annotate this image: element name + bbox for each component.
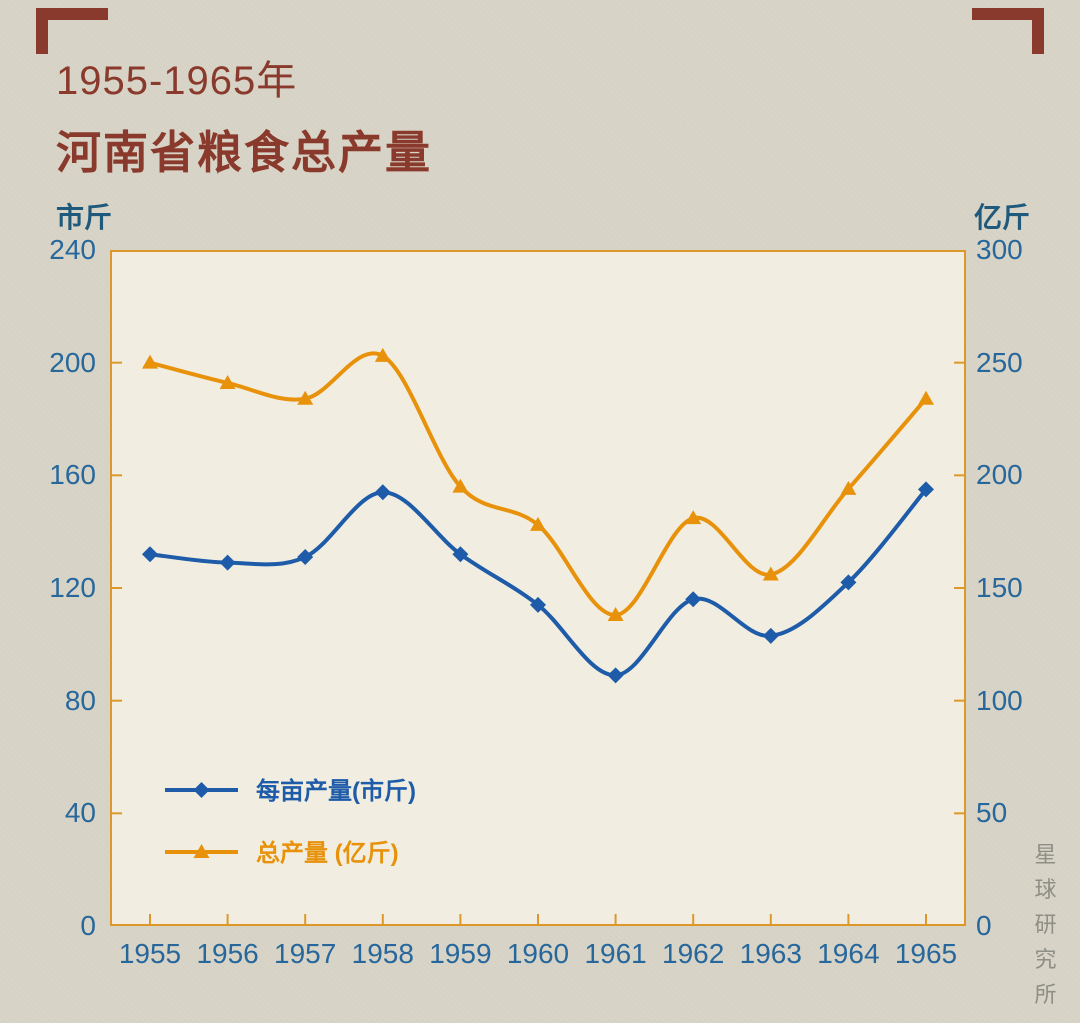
axis-tick-label: 200: [49, 346, 96, 378]
left-axis-unit-label: 市斤: [56, 202, 113, 233]
data-point-marker: [530, 516, 546, 531]
data-point-marker: [219, 554, 236, 571]
frame-corner-left: [36, 8, 108, 54]
axis-tick-label: 1958: [351, 938, 414, 969]
axis-tick-label: 1965: [894, 938, 958, 969]
data-point-marker: [297, 390, 314, 405]
axis-tick-label: 1963: [739, 938, 802, 969]
data-point-marker: [374, 484, 391, 501]
axis-tick-label: 1962: [662, 938, 725, 969]
data-point-marker: [918, 390, 934, 405]
data-point-marker: [142, 546, 158, 563]
right-axis-unit-label: 亿斤: [974, 202, 1031, 233]
data-point-marker: [685, 510, 702, 525]
axis-tick-label: 1959: [429, 938, 492, 969]
data-point-marker: [142, 354, 158, 369]
data-point-marker: [452, 546, 469, 563]
axis-tick-label: 40: [64, 797, 96, 829]
data-point-marker: [530, 596, 546, 613]
axis-tick-label: 150: [976, 572, 1023, 603]
axis-tick-label: 1960: [506, 938, 570, 969]
data-point-marker: [607, 607, 624, 622]
axis-tick-label: 240: [49, 234, 96, 265]
axis-tick-label: 0: [80, 910, 96, 941]
axis-tick-label: 250: [976, 346, 1023, 378]
axis-tick-label: 120: [49, 572, 96, 603]
title-block: 1955-1965年 河南省粮食总产量: [56, 48, 432, 181]
legend-label: 总产量 (亿斤): [256, 839, 399, 867]
axis-tick-label: 1964: [817, 938, 880, 969]
data-point-marker: [762, 566, 779, 581]
axis-tick-label: 100: [976, 684, 1023, 716]
axis-tick-label: 200: [976, 459, 1023, 491]
axis-tick-label: 1957: [274, 938, 337, 969]
data-point-marker: [374, 347, 391, 362]
data-point-marker: [219, 374, 236, 389]
axis-tick-label: 300: [976, 234, 1023, 265]
data-point-marker: [918, 481, 934, 498]
data-point-marker: [685, 591, 702, 608]
data-point-marker: [607, 667, 624, 684]
data-point-marker: [452, 478, 469, 493]
axis-tick-label: 1961: [584, 938, 647, 969]
data-point-marker: [840, 480, 857, 495]
axis-tick-label: 160: [49, 459, 96, 491]
watermark-vertical-text: 星 球 研 究 所: [1034, 843, 1058, 1008]
axis-tick-label: 1955: [118, 938, 182, 969]
axis-tick-label: 80: [64, 684, 96, 716]
axis-tick-label: 1956: [196, 938, 259, 969]
title-period: 1955-1965年: [56, 59, 298, 103]
data-point-marker: [297, 549, 314, 566]
frame-corner-right: [972, 8, 1044, 54]
data-point-marker: [840, 574, 857, 591]
axis-tick-label: 50: [976, 797, 1008, 829]
page-title: 河南省粮食总产量: [56, 127, 433, 178]
data-point-marker: [762, 627, 779, 644]
chart-canvas: 每亩产量(市斤) 总产量 (亿斤): [110, 250, 966, 926]
axis-tick-label: 0: [976, 910, 992, 941]
legend-label: 每亩产量(市斤): [256, 777, 416, 805]
